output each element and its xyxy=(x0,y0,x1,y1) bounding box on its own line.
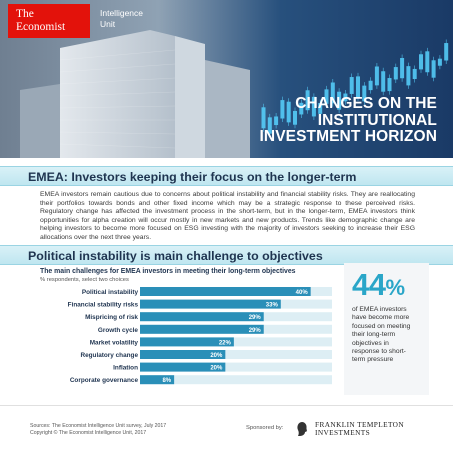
callout-value: 44 xyxy=(352,267,386,302)
candle-body xyxy=(330,82,335,104)
bar-track xyxy=(140,337,332,347)
bar-value-label: 29% xyxy=(249,328,262,334)
section-heading-emea: EMEA: Investors keeping their focus on t… xyxy=(0,166,453,186)
candle-body xyxy=(299,102,304,115)
candle-body xyxy=(280,100,285,119)
callout-unit: % xyxy=(385,275,405,300)
unit-line-1: Intelligence xyxy=(100,8,144,18)
bar xyxy=(140,362,226,372)
bar xyxy=(140,324,264,334)
candle-body xyxy=(362,85,367,102)
candle-body xyxy=(425,51,430,73)
bar-value-label: 8% xyxy=(162,378,171,384)
bar-track xyxy=(140,362,332,372)
challenges-bar-chart: Political instability 40% Financial stabil… xyxy=(68,287,332,385)
candle-body xyxy=(431,60,436,78)
candle-body xyxy=(444,43,449,61)
bar xyxy=(140,375,175,385)
sponsor-line-1: FRANKLIN TEMPLETON xyxy=(315,420,405,429)
candle-body xyxy=(368,80,373,91)
intelligence-unit-label: Intelligence Unit xyxy=(90,4,143,38)
candle-body xyxy=(267,117,272,134)
economist-logo: The Economist xyxy=(8,4,90,38)
bar-value-label: 22% xyxy=(219,340,232,346)
section-body-text: EMEA investors remain cautious due to co… xyxy=(40,191,415,241)
economist-intelligence-unit-logo: The Economist Intelligence Unit xyxy=(8,4,143,38)
copyright-line: Copyright © The Economist Intelligence U… xyxy=(30,429,147,436)
bar-value-label: 20% xyxy=(210,353,223,359)
logo-line-2: Economist xyxy=(16,21,66,33)
candle-body xyxy=(349,77,354,94)
candle-body xyxy=(419,54,423,70)
candle-body xyxy=(343,93,348,102)
candle-body xyxy=(311,96,316,117)
bar xyxy=(140,337,234,347)
candle-body xyxy=(324,89,329,104)
candle-body xyxy=(286,101,291,123)
sponsor-label: Sponsored by: xyxy=(246,425,284,431)
candle-body xyxy=(406,66,411,86)
candle-body xyxy=(381,71,386,92)
bar-value-label: 20% xyxy=(210,366,223,372)
unit-line-2: Unit xyxy=(100,19,116,29)
sources-line: Sources: The Economist Intelligence Unit… xyxy=(30,423,167,429)
franklin-templeton-logo: FRANKLIN TEMPLETON INVESTMENTS xyxy=(295,420,405,438)
candle-body xyxy=(337,91,342,110)
hero-title: Changes on the institutional investment … xyxy=(177,95,437,146)
chart-title: The main challenges for EMEA investors i… xyxy=(40,268,296,275)
logo-line-1: The xyxy=(16,8,34,20)
candle-body xyxy=(261,107,266,129)
candle-body xyxy=(293,110,297,125)
bar xyxy=(140,287,311,296)
bar-category-label: Growth cycle xyxy=(98,327,139,334)
callout-text: of EMEA investors have become more focus… xyxy=(352,306,411,364)
bar-category-label: Regulatory change xyxy=(80,352,138,359)
hero-banner: The Economist Intelligence Unit Changes … xyxy=(0,0,453,158)
candle-body xyxy=(437,58,442,66)
hero-title-line-3: investment horizon xyxy=(259,128,437,145)
footer-divider xyxy=(0,405,453,406)
candle-body xyxy=(374,66,379,86)
candle-body xyxy=(412,68,417,80)
bar-value-label: 29% xyxy=(249,315,262,321)
bar-value-label: 40% xyxy=(296,290,309,296)
hero-title-line-2: institutional xyxy=(317,111,437,129)
candle-body xyxy=(356,76,360,98)
bar-category-label: Financial stability risks xyxy=(68,302,139,309)
stat-callout: 44% of EMEA investors have become more f… xyxy=(344,263,429,395)
bar-category-label: Market volatility xyxy=(90,339,139,346)
candle-body xyxy=(387,78,392,92)
callout-number: 44% xyxy=(352,269,429,304)
bar-track xyxy=(140,375,332,385)
candle-body xyxy=(305,90,310,111)
bar-track xyxy=(140,350,332,359)
candle-body xyxy=(318,102,323,114)
candle-body xyxy=(274,116,279,126)
bar-category-label: Corporate governance xyxy=(70,377,139,384)
section-heading-political-instability: Political instability is main challenge … xyxy=(0,245,453,265)
franklin-profile-icon xyxy=(297,422,307,437)
bar-category-label: Political instability xyxy=(82,289,139,296)
candle-body xyxy=(400,58,405,79)
footer-sources: Sources: The Economist Intelligence Unit… xyxy=(30,423,166,436)
candle-body xyxy=(393,67,398,80)
bar xyxy=(140,299,281,309)
chart-subtitle: % respondents, select two choices xyxy=(40,277,129,283)
bar xyxy=(140,350,226,359)
sponsor-line-2: INVESTMENTS xyxy=(315,428,371,438)
hero-background-illustration xyxy=(20,30,449,158)
bar xyxy=(140,312,264,322)
bar-value-label: 33% xyxy=(266,303,279,309)
bar-category-label: Mispricing of risk xyxy=(85,314,138,321)
bar-category-label: Inflation xyxy=(113,365,138,372)
hero-title-line-1: Changes on the xyxy=(295,95,437,112)
